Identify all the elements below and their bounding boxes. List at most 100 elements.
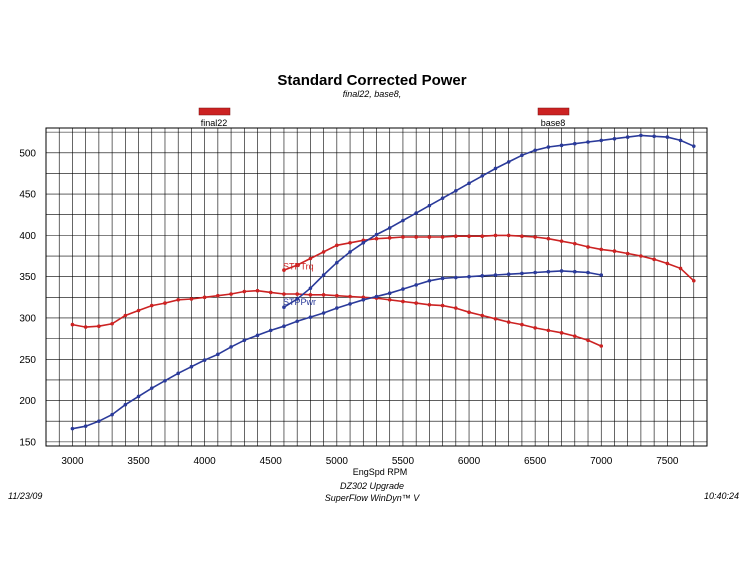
legend-swatch-final22 — [198, 107, 231, 116]
data-point — [308, 286, 313, 291]
data-point — [335, 260, 339, 265]
data-point — [678, 266, 683, 271]
data-point — [586, 140, 590, 144]
chart-subtitle: final22, base8, — [343, 89, 402, 99]
data-point — [480, 234, 485, 239]
data-point — [414, 301, 418, 305]
y-tick-label: 150 — [19, 437, 36, 448]
data-point — [454, 275, 458, 280]
data-point — [176, 371, 180, 376]
data-point — [308, 315, 313, 319]
data-point — [348, 250, 352, 254]
data-point — [625, 135, 630, 139]
data-point — [573, 141, 577, 146]
data-point — [361, 295, 366, 300]
data-point — [440, 276, 445, 281]
legend: final22 base8 — [198, 107, 570, 128]
data-point — [414, 235, 418, 239]
data-point — [335, 306, 339, 310]
footer-date: 11/23/09 — [8, 491, 42, 501]
data-point — [586, 270, 590, 275]
data-point — [97, 419, 101, 424]
data-point — [163, 378, 167, 383]
data-point — [440, 303, 445, 308]
data-point — [665, 261, 670, 266]
data-point — [612, 249, 617, 253]
data-point — [427, 235, 432, 239]
data-point — [189, 364, 194, 369]
data-point — [559, 269, 564, 273]
data-point — [149, 303, 154, 308]
x-tick-label: 5000 — [326, 456, 349, 467]
data-point — [546, 236, 551, 241]
data-point — [70, 426, 75, 431]
data-point — [387, 236, 392, 240]
data-point — [361, 241, 366, 245]
series — [70, 133, 696, 431]
data-point — [467, 181, 471, 186]
data-point — [282, 305, 286, 310]
data-point — [387, 298, 392, 302]
data-point — [83, 424, 88, 428]
data-point — [216, 293, 220, 298]
series-label-stppwr: STPPwr — [283, 297, 316, 307]
data-point — [599, 247, 604, 252]
x-tick-label: 4500 — [260, 456, 283, 467]
data-point — [374, 236, 379, 241]
x-tick-label: 7500 — [656, 456, 679, 467]
y-tick-label: 300 — [19, 313, 36, 324]
y-tick-label: 450 — [19, 190, 36, 201]
data-point — [123, 313, 128, 318]
data-point — [335, 243, 339, 248]
grid — [46, 128, 707, 446]
data-point — [427, 302, 432, 307]
series-line-2 — [283, 234, 695, 282]
data-point — [282, 268, 286, 272]
data-point — [573, 269, 577, 274]
data-point — [467, 310, 471, 314]
data-point — [533, 235, 537, 239]
data-point — [506, 272, 511, 276]
data-point — [321, 273, 326, 277]
y-tick-label: 500 — [19, 148, 36, 159]
data-point — [559, 143, 564, 148]
data-point — [308, 256, 313, 261]
data-point — [97, 324, 101, 329]
data-point — [202, 295, 207, 300]
data-point — [242, 289, 247, 294]
x-tick-label: 6500 — [524, 456, 547, 467]
data-point — [691, 144, 696, 148]
footer-time: 10:40:24 — [704, 491, 739, 501]
series-label-stptrq: STPTrq — [283, 262, 314, 272]
x-axis-label: EngSpd RPM — [353, 467, 408, 477]
data-point — [374, 294, 379, 299]
data-point — [295, 292, 299, 296]
data-point — [678, 138, 683, 143]
data-point — [480, 174, 485, 178]
data-point — [387, 291, 392, 295]
data-point — [401, 287, 405, 291]
data-point — [387, 226, 392, 230]
data-point — [480, 274, 485, 278]
data-point — [427, 203, 432, 208]
y-tick-label: 350 — [19, 272, 36, 283]
data-point — [282, 324, 286, 329]
data-point — [506, 233, 511, 238]
data-point — [533, 326, 537, 330]
data-point — [348, 302, 352, 306]
data-point — [493, 233, 498, 238]
data-point — [625, 251, 630, 256]
data-point — [401, 218, 405, 223]
series-line-3 — [283, 134, 695, 308]
data-point — [506, 160, 511, 164]
data-point — [639, 133, 643, 138]
data-point — [163, 301, 167, 305]
data-point — [546, 269, 551, 274]
data-point — [559, 331, 564, 335]
x-tick-label: 7000 — [590, 456, 613, 467]
data-point — [639, 254, 643, 258]
x-tick-label: 5500 — [392, 456, 415, 467]
data-point — [493, 166, 498, 171]
data-point — [427, 279, 432, 283]
